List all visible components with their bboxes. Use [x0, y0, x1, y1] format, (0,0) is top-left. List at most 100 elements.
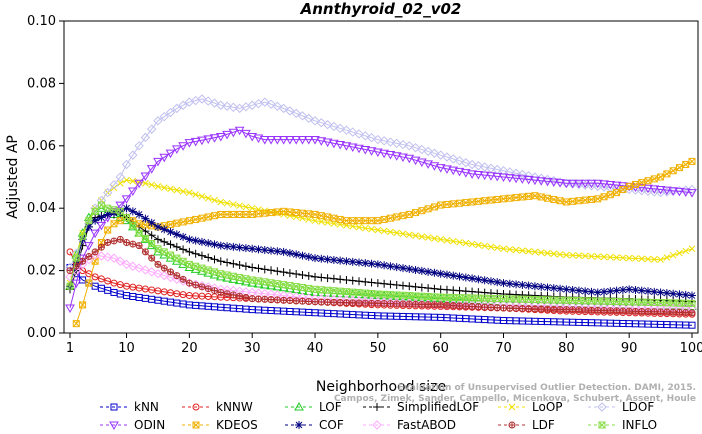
data-point-ldf: [474, 303, 482, 311]
data-point-simplifiedlof: [311, 272, 320, 281]
data-point-loop: [550, 250, 558, 258]
data-point-inflo: [179, 257, 187, 265]
legend-label: KDEOS: [216, 418, 258, 432]
data-point-fastabod: [172, 274, 182, 285]
data-point-ldof: [278, 103, 289, 114]
data-point-cof: [141, 214, 150, 223]
data-point-kdeos: [675, 164, 683, 172]
data-point-cof: [543, 283, 552, 292]
data-point-fastabod: [96, 251, 107, 261]
data-point-ldof: [643, 186, 653, 197]
data-point-cof: [135, 210, 144, 219]
legend-marker: [110, 403, 118, 411]
x-tick-label: 10: [118, 341, 135, 356]
data-point-kdeos: [418, 207, 426, 215]
data-point-fastabod: [115, 256, 125, 266]
x-tick-label: 1: [66, 341, 74, 356]
data-point-cof: [392, 263, 401, 272]
data-point-odin: [467, 170, 477, 179]
data-point-loop: [412, 232, 419, 240]
data-point-ldof: [140, 132, 151, 143]
data-point-ldf: [575, 306, 583, 314]
data-point-odin: [360, 146, 371, 155]
data-point-cof: [455, 272, 464, 281]
data-point-loop: [481, 242, 489, 250]
data-point-cof: [329, 255, 338, 264]
data-point-ldf: [123, 239, 131, 247]
data-point-odin: [580, 179, 591, 189]
data-point-ldf: [650, 308, 658, 316]
data-point-ldof: [172, 103, 182, 114]
data-point-ldf: [512, 304, 520, 312]
data-point-ldof: [128, 150, 138, 160]
data-point-ldf: [682, 309, 690, 317]
data-point-kdeos: [72, 320, 80, 328]
data-point-fastabod: [165, 272, 176, 283]
data-point-kdeos: [650, 175, 658, 183]
data-point-kdeos: [79, 301, 87, 309]
data-point-simplifiedlof: [172, 242, 181, 251]
data-point-simplifiedlof: [166, 240, 175, 249]
data-point-odin: [165, 149, 176, 159]
data-point-cof: [574, 286, 583, 295]
data-point-loop: [650, 256, 658, 263]
data-point-simplifiedlof: [153, 235, 162, 244]
data-point-ldf: [104, 239, 112, 247]
data-point-cof: [128, 207, 137, 216]
data-point-ldof: [209, 98, 220, 108]
legend: kNN kNNW LOF SimplifiedLOF LoOP LDOF ODIN KDEOS…: [100, 400, 657, 432]
data-point-ldf: [669, 308, 677, 316]
data-point-ldf: [619, 307, 627, 315]
data-point-ldof: [360, 131, 371, 141]
data-point-ldof: [322, 119, 333, 130]
data-point-ldf: [167, 268, 175, 276]
data-point-simplifiedlof: [348, 276, 357, 285]
data-point-ldf: [569, 306, 577, 314]
data-point-odin: [347, 143, 358, 153]
data-point-cof: [84, 222, 93, 231]
data-point-loop: [167, 185, 174, 193]
data-point-odin: [379, 149, 390, 159]
data-point-ldof: [630, 185, 641, 195]
data-point-ldof: [285, 106, 295, 116]
data-point-loop: [387, 228, 394, 236]
data-point-odin: [523, 175, 534, 185]
data-point-odin: [134, 179, 144, 189]
data-point-ldof: [260, 97, 270, 107]
data-point-ldf: [537, 305, 545, 313]
data-point-ldof: [159, 111, 169, 122]
data-point-odin: [435, 164, 446, 173]
data-point-odin: [655, 185, 666, 195]
data-point-odin: [473, 171, 484, 180]
data-point-cof: [637, 286, 646, 295]
data-point-loop: [456, 238, 463, 246]
data-point-ldf: [135, 242, 143, 250]
data-point-simplifiedlof: [367, 278, 376, 287]
data-point-odin: [259, 136, 270, 145]
data-point-loop: [575, 252, 583, 259]
data-point-cof: [260, 246, 269, 255]
data-point-simplifiedlof: [342, 275, 351, 284]
data-point-ldf: [311, 298, 319, 306]
data-point-inflo: [97, 201, 105, 209]
data-point-ldof: [178, 100, 188, 110]
data-point-odin: [121, 195, 132, 204]
data-point-fastabod: [121, 259, 132, 270]
data-point-odin: [662, 186, 672, 196]
data-point-ldf: [154, 260, 162, 268]
data-point-ldof: [442, 152, 452, 162]
data-point-simplifiedlof: [417, 283, 426, 292]
data-point-loop: [211, 196, 218, 204]
data-point-simplifiedlof: [254, 264, 263, 273]
data-point-loop: [374, 226, 382, 234]
data-point-ldf: [606, 307, 614, 315]
data-point-cof: [348, 257, 357, 266]
data-point-simplifiedlof: [361, 277, 370, 286]
data-point-ldf: [317, 298, 325, 306]
legend-marker: [109, 421, 119, 431]
data-point-cof: [279, 247, 288, 256]
data-point-cof: [688, 291, 696, 300]
data-point-kdeos: [613, 189, 621, 197]
data-point-kdeos: [657, 173, 665, 181]
data-point-odin: [599, 180, 609, 189]
